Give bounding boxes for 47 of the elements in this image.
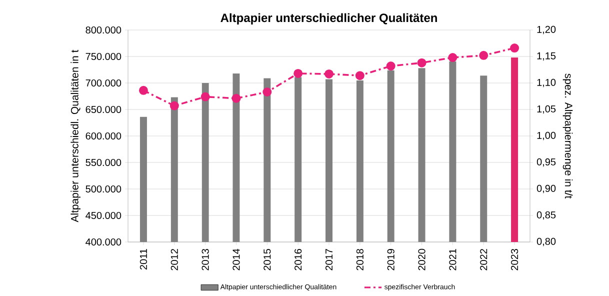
point [355,71,364,80]
y2-tick-label: 0,95 [536,158,556,167]
x-tick-label: 2014 [232,248,240,270]
x-tick-label: 2021 [449,249,456,270]
x-tick-label: 2011 [140,249,148,270]
y-tick-label: 800.000 [86,26,122,34]
x-tick-label: 2019 [387,248,394,270]
y2-tick-label: 1,00 [537,132,556,140]
x-tick-label: 2023 [511,248,518,270]
point [138,86,148,95]
y-tick-label: 500.000 [86,185,122,193]
y2-tick-label: 0,85 [536,211,556,220]
point [510,44,520,53]
point [479,50,488,60]
x-tick-label: 2013 [202,248,209,270]
y2-tick-label: 0,90 [536,184,556,194]
x-tick-label: 2020 [418,248,426,270]
x-tick-label: 2012 [170,249,178,270]
y-tick-label: 400.000 [86,238,122,246]
x-tick-label: 2017 [325,249,333,270]
y-tick-label: 550.000 [86,158,122,166]
x-tick-label: 2018 [356,248,364,270]
point [324,69,334,78]
point [262,88,272,96]
y-tick-label: 600.000 [86,132,122,140]
y-tick-label: 700.000 [86,79,122,87]
y-tick-label: 650.000 [86,106,122,114]
y2-tick-label: 1,10 [537,78,556,88]
y2-tick-label: 0,80 [536,238,556,246]
y2-tick-label: 1,20 [537,26,556,34]
point [294,68,303,78]
point [417,58,426,68]
y-tick-label: 450.000 [86,212,122,220]
y2-tick-label: 1,05 [537,105,556,114]
point [232,94,241,103]
y2-axis-title: spez. Altpapiermenge in t/t [562,74,573,199]
x-tick-label: 2022 [480,249,488,270]
point [448,53,458,62]
point [200,92,210,102]
chart-title: Altpapier unterschiedlicher Qualitäten [220,13,437,24]
point [170,101,179,110]
y-tick-label: 750.000 [86,52,122,60]
x-tick-label: 2015 [264,248,271,270]
x-tick-label: 2016 [294,248,302,270]
y-axis-title: Altpapier unterschiedl. Qualitäten in t [70,50,80,222]
y2-tick-label: 1,15 [537,52,556,61]
point [386,62,396,71]
